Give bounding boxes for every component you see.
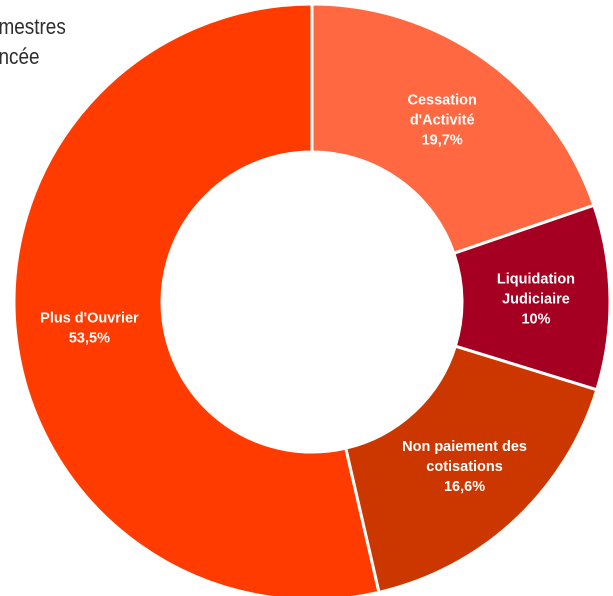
slice-name-label: d'Activité — [410, 113, 475, 129]
slice-value-label: 53,5% — [69, 330, 110, 346]
slice-cessation-d-activite — [310, 2, 596, 256]
slice-value-label: 19,7% — [422, 133, 463, 149]
slice-name-label: Non paiement des — [402, 439, 527, 455]
slice-value-label: 10% — [521, 311, 550, 327]
slice-label-liquidation-judiciaire: Liquidation Judiciaire 10% — [497, 271, 575, 327]
slice-name-label: Liquidation — [497, 271, 575, 287]
slice-name-label: Judiciaire — [502, 291, 570, 307]
slice-value-label: 16,6% — [444, 479, 485, 495]
slice-name-label: Cessation — [408, 93, 477, 109]
caption-line-2: oncée — [0, 44, 40, 69]
slice-name-label: cotisations — [426, 459, 503, 475]
slice-name-label: Plus d'Ouvrier — [40, 310, 139, 326]
slice-label-plus-d-ouvrier: Plus d'Ouvrier 53,5% — [40, 310, 139, 346]
caption-line-1: rimestres — [0, 14, 66, 39]
slice-non-paiement-des-cotisations — [343, 344, 599, 595]
slice-plus-d-ouvrier — [12, 2, 381, 596]
slice-label-cessation-d-activite: Cessation d'Activité 19,7% — [408, 93, 477, 149]
slice-label-non-paiement-des-cotisations: Non paiement des cotisations 16,6% — [402, 439, 527, 495]
